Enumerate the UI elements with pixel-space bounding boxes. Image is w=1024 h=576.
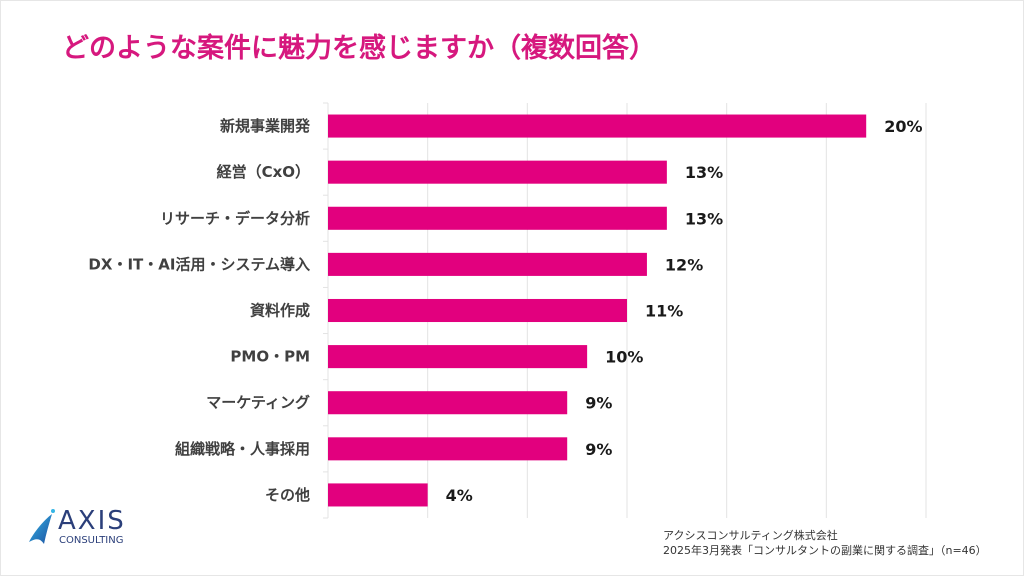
value-label: 13% [685,163,723,182]
value-label: 20% [884,117,922,136]
logo-wordmark: AXIS [58,506,126,536]
category-label: DX・IT・AI活用・システム導入 [88,255,310,273]
value-label: 13% [685,209,723,228]
value-label: 12% [665,255,703,274]
category-label: リサーチ・データ分析 [160,209,310,227]
value-label: 11% [645,302,683,321]
category-label: 経営（CxO） [217,163,310,181]
value-labels: 20% 13% 13% 12% 11% 10% 9% 9% 4% [446,117,923,505]
source-survey: 2025年3月発表「コンサルタントの副業に関する調査」（n=46） [663,544,987,557]
category-label: マーケティング [206,394,310,412]
bar [328,345,588,369]
bar [328,114,867,138]
category-label: 資料作成 [250,302,310,320]
bar [328,391,568,415]
bar [328,252,647,276]
bar [328,160,667,184]
source-company: アクシスコンサルティング株式会社 [663,529,838,542]
source-note: アクシスコンサルティング株式会社 2025年3月発表「コンサルタントの副業に関す… [663,528,987,558]
logo-subtitle: CONSULTING [59,535,124,546]
category-label: その他 [265,486,310,504]
value-label: 10% [605,348,643,367]
value-label: 9% [585,394,612,413]
bar [328,437,568,461]
bars [328,114,867,507]
axis-consulting-logo: AXIS CONSULTING [26,506,146,552]
logo-mark-icon [29,509,55,544]
value-label: 9% [585,440,612,459]
bar [328,483,428,507]
category-label: 組織戦略・人事採用 [175,440,310,458]
category-label: PMO・PM [230,348,310,366]
bar [328,298,627,323]
category-label: 新規事業開発 [220,117,311,135]
value-label: 4% [446,486,473,505]
bar [328,206,667,230]
chart-title: どのような案件に魅力を感じますか（複数回答） [62,33,656,64]
